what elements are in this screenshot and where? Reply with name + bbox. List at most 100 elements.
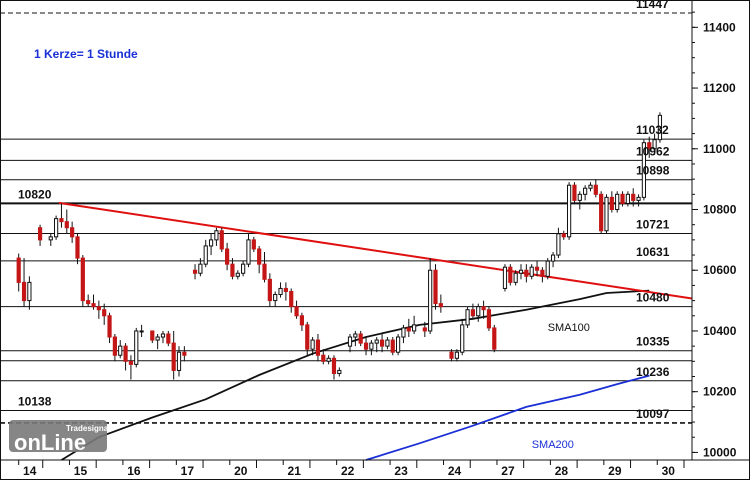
candle <box>176 346 182 377</box>
level-label-10236: 10236 <box>636 365 670 379</box>
candle-body <box>91 303 96 308</box>
candle <box>347 333 353 353</box>
candle <box>326 355 331 365</box>
candle <box>48 233 53 246</box>
candle <box>588 182 593 192</box>
candle <box>566 182 572 240</box>
candle-body <box>412 324 417 332</box>
watermark-logo: Tradesignal onLine <box>9 420 110 455</box>
candle-body <box>583 187 588 195</box>
candle-body <box>75 236 80 259</box>
candle <box>508 264 513 286</box>
candle <box>278 282 283 298</box>
sma-label-sma200: SMA200 <box>532 439 574 451</box>
sma-line-sma100 <box>61 289 650 461</box>
x-tick-label: 23 <box>394 464 408 478</box>
candle <box>518 264 524 280</box>
x-tick-label: 24 <box>448 464 462 478</box>
level-label-10631: 10631 <box>636 245 670 259</box>
x-tick-label: 28 <box>555 464 569 478</box>
candle <box>502 264 508 292</box>
candle-body <box>251 239 256 250</box>
candle <box>294 300 299 319</box>
candle-body <box>48 236 53 241</box>
candle <box>80 255 85 307</box>
candle <box>481 300 486 319</box>
candle <box>615 191 620 213</box>
candle <box>235 270 240 280</box>
candle <box>374 337 379 353</box>
candle-body <box>513 272 518 283</box>
x-tick-label: 15 <box>74 464 88 478</box>
candle <box>331 355 337 380</box>
candle <box>572 182 577 204</box>
candle <box>438 294 443 313</box>
candle-body <box>572 184 577 201</box>
candle-body <box>182 351 187 356</box>
candle-body <box>353 333 358 338</box>
candle-body <box>502 266 508 289</box>
candle-body <box>27 281 32 302</box>
candle <box>198 258 203 277</box>
x-tick-label: 17 <box>181 464 195 478</box>
candle <box>631 188 636 207</box>
candle <box>214 227 219 246</box>
candle-body <box>534 266 540 271</box>
candle-body <box>636 196 641 201</box>
candle-body <box>390 339 395 353</box>
candle-body <box>70 227 75 238</box>
candle-body <box>492 327 497 350</box>
y-tick-label: 10400 <box>703 324 737 338</box>
candle-body <box>155 336 160 341</box>
candle-body <box>198 263 203 274</box>
candle-body <box>454 351 459 359</box>
candle-body <box>620 193 625 204</box>
candle-body <box>422 327 427 332</box>
candle <box>54 215 59 240</box>
candle-body <box>118 345 123 356</box>
candle <box>599 191 604 234</box>
candle <box>454 349 459 362</box>
candle-body <box>128 360 134 365</box>
candle-body <box>241 263 246 274</box>
candle-body <box>337 369 342 374</box>
candle <box>545 258 550 280</box>
candle-body <box>321 354 326 362</box>
candle-body <box>166 333 171 344</box>
candle-body <box>428 269 433 332</box>
y-tick-label: 11200 <box>703 81 736 95</box>
candle-body <box>566 184 572 238</box>
candle <box>283 282 288 301</box>
candle-body <box>289 290 294 308</box>
y-tick-label: 10800 <box>703 203 737 217</box>
candle-body <box>625 193 630 204</box>
candle <box>657 112 663 143</box>
candle <box>262 252 267 283</box>
candle-body <box>481 306 486 311</box>
candle <box>59 203 64 228</box>
candle-body <box>176 351 182 371</box>
level-label-11447: 11447 <box>636 0 669 11</box>
candle <box>556 227 561 259</box>
candle-body <box>59 218 64 223</box>
candle <box>160 330 166 344</box>
candle <box>123 343 128 371</box>
candle-body <box>561 233 566 238</box>
candle <box>550 252 556 268</box>
candle-body <box>363 342 369 350</box>
candle <box>321 349 326 365</box>
candles <box>16 112 663 380</box>
candle-body <box>203 245 208 265</box>
candle-body <box>545 260 550 277</box>
candle <box>358 330 363 347</box>
candle <box>363 337 369 356</box>
y-tick-label: 10600 <box>703 263 737 277</box>
candle <box>208 233 214 256</box>
candle <box>652 133 657 155</box>
resistance-trendline <box>58 201 693 300</box>
candle <box>150 330 155 344</box>
candle-body <box>230 263 235 277</box>
candle-body <box>134 330 139 365</box>
level-label-10480: 10480 <box>636 291 670 305</box>
